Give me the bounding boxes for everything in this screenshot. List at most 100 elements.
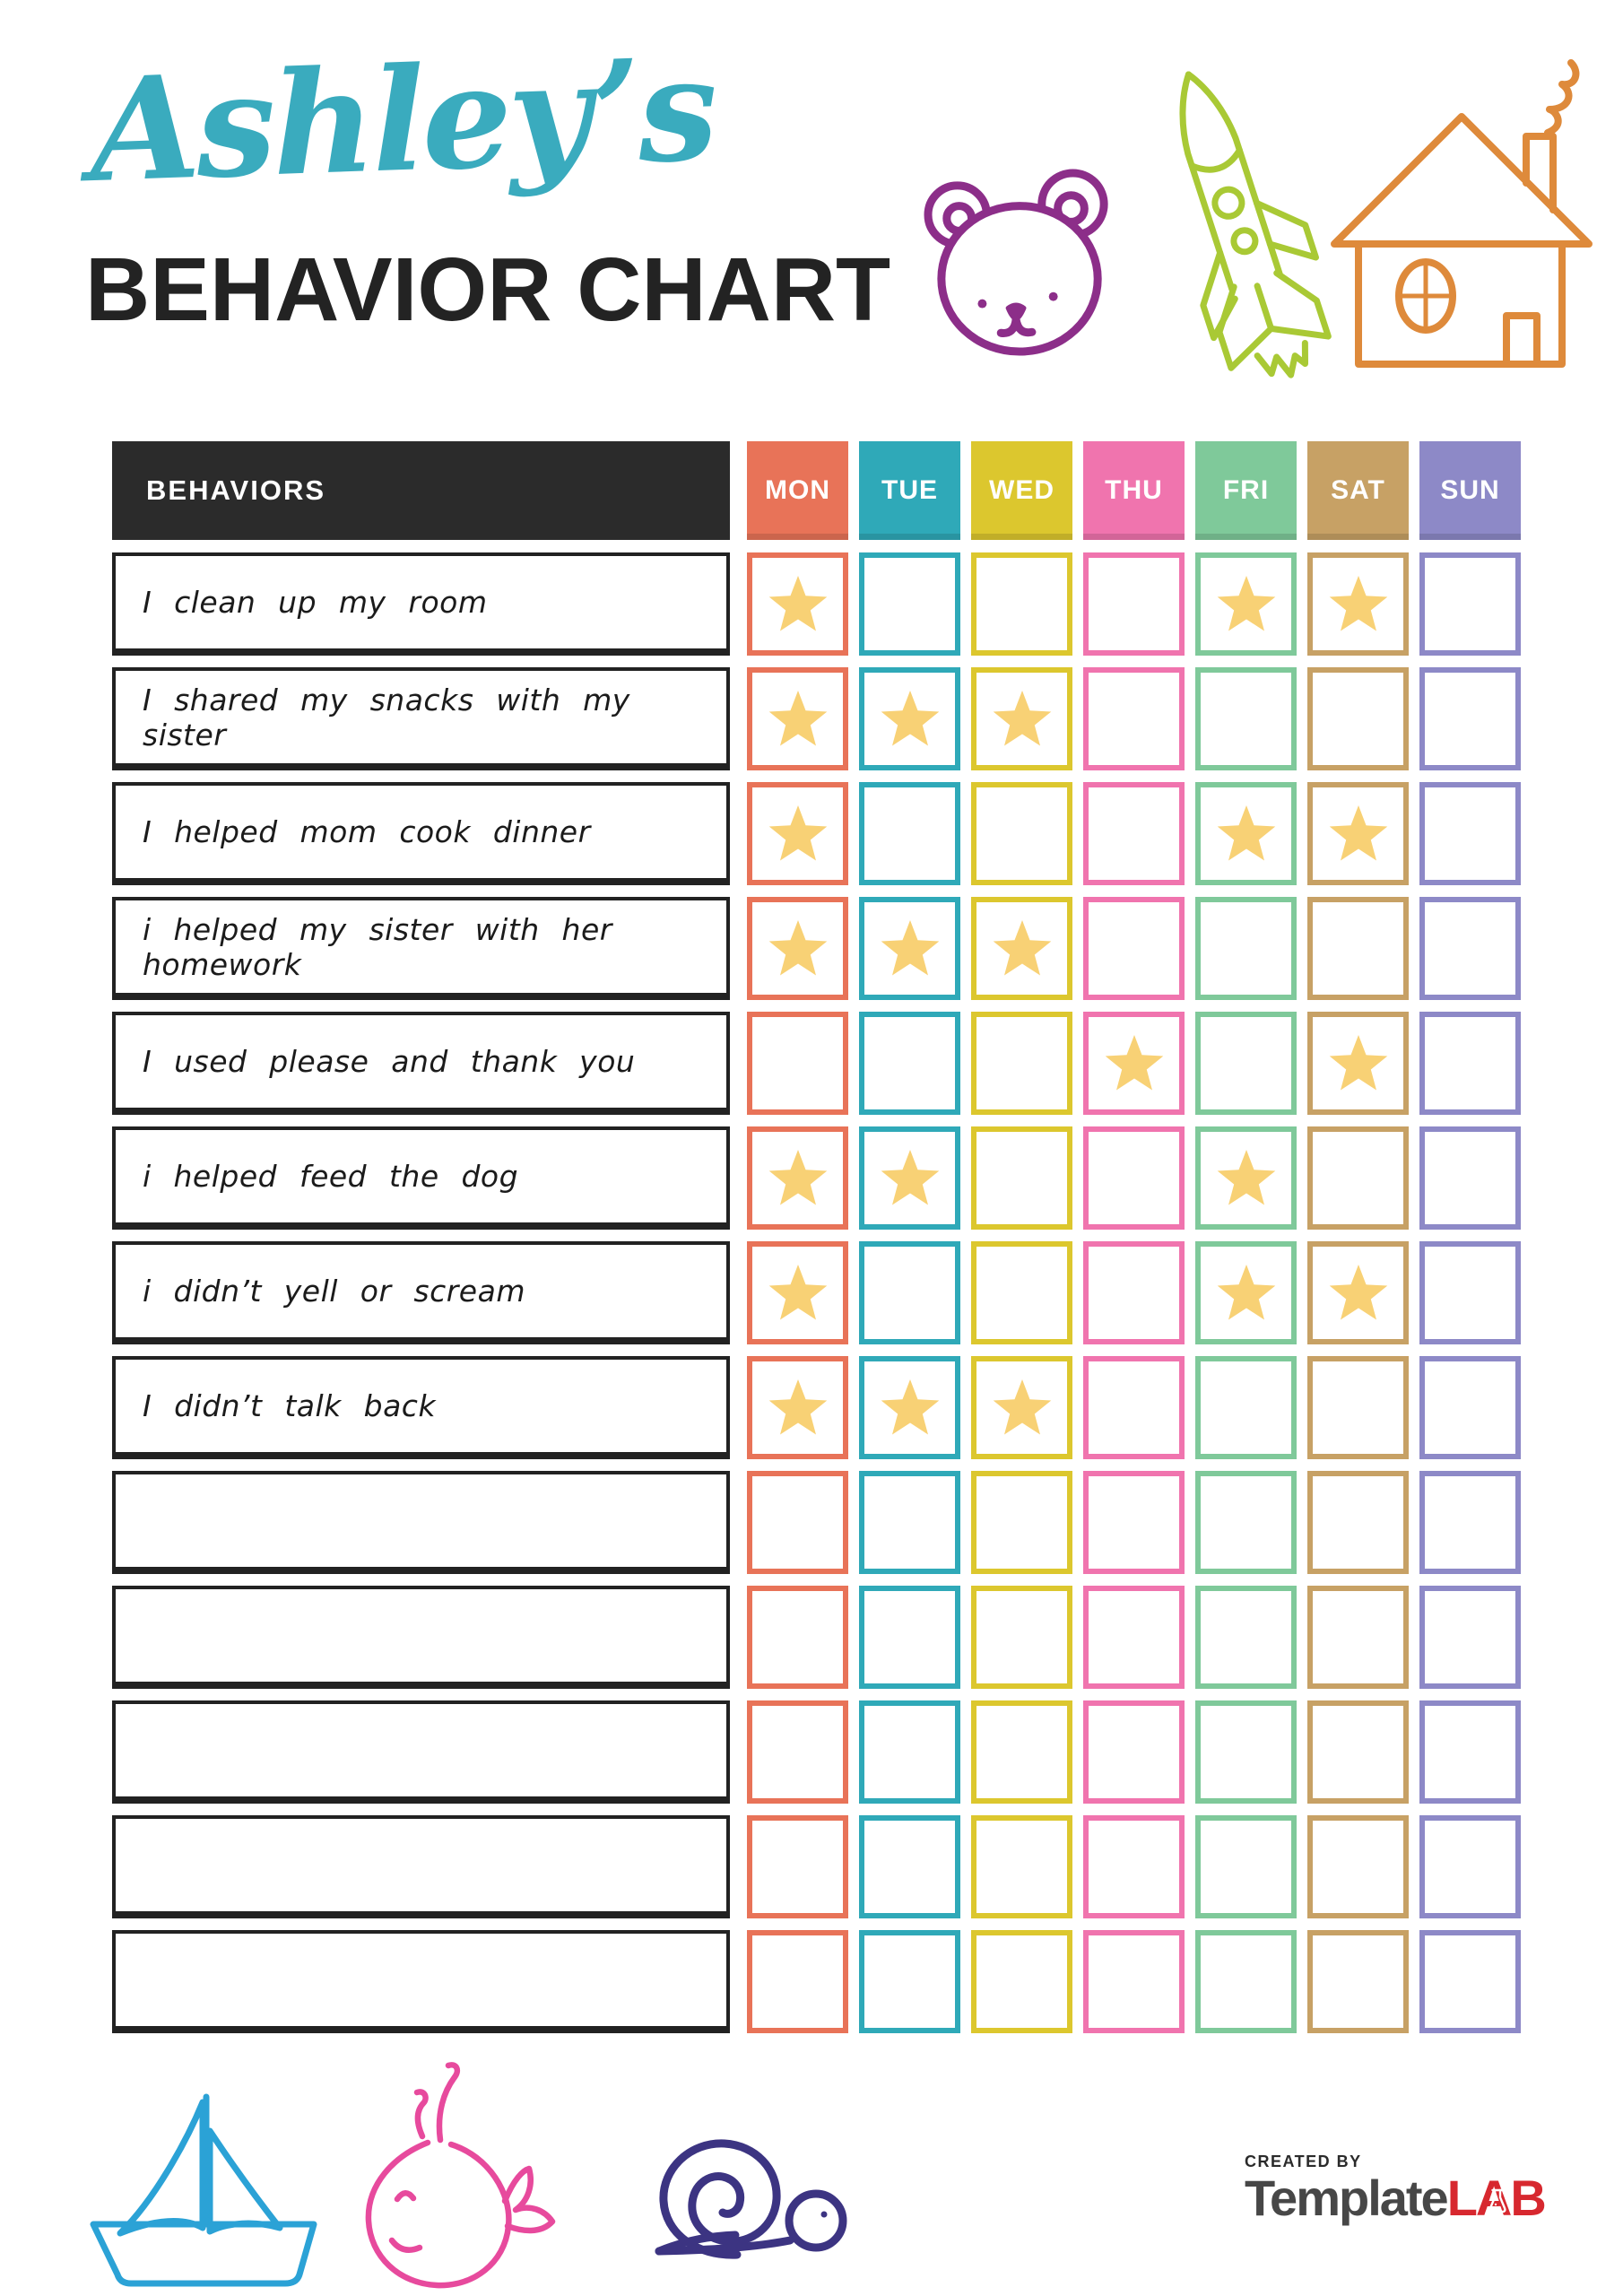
star-icon [768, 1379, 827, 1435]
behavior-label-row-11 [112, 1700, 730, 1804]
day-cell-sat-row-1 [1307, 552, 1409, 656]
created-by-label: CREATED BY [1245, 2152, 1362, 2170]
day-cell-sat-row-4 [1307, 897, 1409, 1000]
day-cell-sun-row-9 [1419, 1471, 1521, 1574]
page-title: BEHAVIOR CHART [85, 239, 891, 340]
day-cell-sat-row-2 [1307, 667, 1409, 770]
star-icon [993, 920, 1051, 976]
day-header-sun: SUN [1419, 441, 1521, 540]
day-cell-thu-row-9 [1083, 1471, 1185, 1574]
day-cell-sat-row-13 [1307, 1930, 1409, 2033]
day-cell-thu-row-5 [1083, 1012, 1185, 1115]
day-cell-tue-row-4 [859, 897, 960, 1000]
day-cell-fri-row-9 [1195, 1471, 1297, 1574]
day-cell-tue-row-12 [859, 1815, 960, 1918]
star-icon [1217, 805, 1275, 861]
day-cell-mon-row-9 [747, 1471, 848, 1574]
day-header-label: THU [1105, 475, 1163, 505]
behavior-label-row-4: i helped my sister with her homework [112, 897, 730, 1000]
day-cell-wed-row-7 [971, 1241, 1072, 1344]
star-icon [768, 1265, 827, 1320]
behavior-label-row-1: I clean up my room [112, 552, 730, 656]
day-cell-thu-row-11 [1083, 1700, 1185, 1804]
day-cell-wed-row-3 [971, 782, 1072, 885]
day-cell-tue-row-10 [859, 1586, 960, 1689]
star-icon [881, 1150, 939, 1205]
star-icon [1105, 1035, 1163, 1091]
day-cell-mon-row-1 [747, 552, 848, 656]
day-cell-sun-row-6 [1419, 1126, 1521, 1230]
day-cell-tue-row-3 [859, 782, 960, 885]
behavior-label-row-12 [112, 1815, 730, 1918]
day-cell-mon-row-6 [747, 1126, 848, 1230]
snail-doodle-icon [610, 2124, 865, 2258]
templatelab-logo: CREATED BY TemplateLAB [1245, 2152, 1547, 2226]
day-cell-wed-row-13 [971, 1930, 1072, 2033]
day-header-label: WED [989, 475, 1055, 505]
day-header-label: SUN [1440, 475, 1500, 505]
day-cell-sat-row-11 [1307, 1700, 1409, 1804]
day-header-wed: WED [971, 441, 1072, 540]
behavior-label-row-5: I used please and thank you [112, 1012, 730, 1115]
day-cell-sat-row-7 [1307, 1241, 1409, 1344]
day-cell-sun-row-5 [1419, 1012, 1521, 1115]
day-cell-thu-row-8 [1083, 1356, 1185, 1459]
rocket-doodle-icon [1132, 56, 1347, 401]
day-cell-wed-row-10 [971, 1586, 1072, 1689]
day-cell-sun-row-13 [1419, 1930, 1521, 2033]
day-cell-wed-row-1 [971, 552, 1072, 656]
day-cell-sun-row-2 [1419, 667, 1521, 770]
day-cell-fri-row-10 [1195, 1586, 1297, 1689]
day-cell-tue-row-8 [859, 1356, 960, 1459]
star-icon [768, 1150, 827, 1205]
day-cell-sat-row-5 [1307, 1012, 1409, 1115]
day-header-label: MON [765, 475, 830, 505]
day-header-thu: THU [1083, 441, 1185, 540]
behavior-label-row-2: I shared my snacks with my sister [112, 667, 730, 770]
star-icon [881, 691, 939, 746]
day-cell-sat-row-10 [1307, 1586, 1409, 1689]
day-cell-tue-row-2 [859, 667, 960, 770]
day-cell-fri-row-5 [1195, 1012, 1297, 1115]
day-cell-wed-row-11 [971, 1700, 1072, 1804]
star-icon [1329, 805, 1387, 861]
star-icon [768, 920, 827, 976]
day-cell-sun-row-8 [1419, 1356, 1521, 1459]
day-cell-thu-row-4 [1083, 897, 1185, 1000]
day-cell-sat-row-6 [1307, 1126, 1409, 1230]
day-cell-tue-row-6 [859, 1126, 960, 1230]
child-name: Ashley’s [86, 26, 717, 215]
day-cell-sat-row-8 [1307, 1356, 1409, 1459]
day-cell-wed-row-9 [971, 1471, 1072, 1574]
bear-doodle-icon [919, 169, 1125, 357]
star-icon [881, 1379, 939, 1435]
day-cell-fri-row-4 [1195, 897, 1297, 1000]
day-cell-sun-row-7 [1419, 1241, 1521, 1344]
behavior-label-row-8: I didn’t talk back [112, 1356, 730, 1459]
day-cell-fri-row-7 [1195, 1241, 1297, 1344]
star-icon [768, 691, 827, 746]
day-cell-fri-row-12 [1195, 1815, 1297, 1918]
day-cell-mon-row-10 [747, 1586, 848, 1689]
day-cell-tue-row-11 [859, 1700, 960, 1804]
day-cell-thu-row-12 [1083, 1815, 1185, 1918]
brand-wordmark: TemplateLAB [1245, 2170, 1547, 2226]
star-icon [881, 920, 939, 976]
day-cell-sun-row-12 [1419, 1815, 1521, 1918]
day-header-tue: TUE [859, 441, 960, 540]
brand-name: Template [1245, 2170, 1449, 2226]
day-cell-fri-row-13 [1195, 1930, 1297, 2033]
day-cell-sun-row-11 [1419, 1700, 1521, 1804]
day-cell-mon-row-3 [747, 782, 848, 885]
behavior-label-row-3: I helped mom cook dinner [112, 782, 730, 885]
day-cell-fri-row-2 [1195, 667, 1297, 770]
day-cell-sat-row-12 [1307, 1815, 1409, 1918]
day-cell-thu-row-3 [1083, 782, 1185, 885]
behavior-label-row-9 [112, 1471, 730, 1574]
day-cell-sat-row-9 [1307, 1471, 1409, 1574]
day-cell-sun-row-4 [1419, 897, 1521, 1000]
day-cell-mon-row-5 [747, 1012, 848, 1115]
star-icon [1329, 1265, 1387, 1320]
star-icon [993, 1379, 1051, 1435]
